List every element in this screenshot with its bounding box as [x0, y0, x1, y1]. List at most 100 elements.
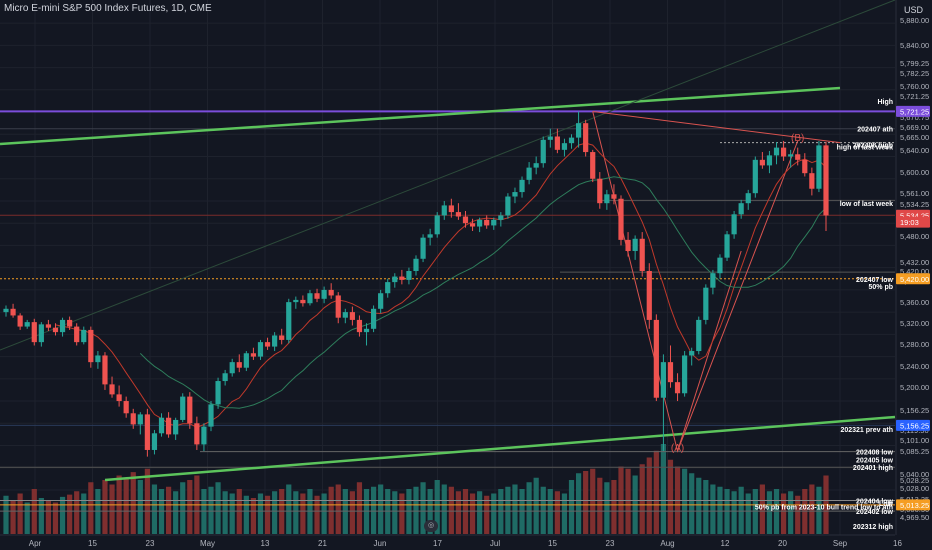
volume-bar	[561, 493, 568, 534]
candle-body	[328, 289, 334, 296]
candle-body	[674, 382, 681, 394]
candle-body	[413, 258, 419, 271]
candle-body	[187, 396, 193, 424]
tradingview-logo-icon[interactable]: ◎	[424, 520, 438, 532]
volume-bar	[243, 495, 249, 534]
volume-bar	[286, 484, 292, 534]
candle-body	[427, 234, 433, 238]
level-label: 202404 low	[856, 499, 894, 506]
candle-body	[88, 329, 94, 363]
volume-bar	[788, 491, 794, 534]
volume-bar	[554, 491, 560, 534]
volume-bar	[349, 491, 355, 534]
candle-body	[95, 355, 101, 363]
candle-body	[477, 219, 483, 227]
price-tick-label: 5,040.00	[900, 470, 929, 479]
candle-body	[547, 136, 553, 140]
level-label: high of last week	[837, 145, 894, 152]
candle-body	[667, 362, 674, 383]
volume-bar	[399, 493, 405, 534]
time-tick-label: 20	[778, 539, 787, 548]
price-tick-label: 5,640.00	[900, 146, 929, 155]
volume-bar	[264, 495, 271, 534]
candle-body	[24, 322, 30, 327]
candle-body	[724, 234, 730, 258]
volume-bar	[272, 491, 278, 534]
candle-body	[816, 145, 822, 189]
candle-body	[795, 154, 801, 160]
candle-body	[17, 315, 23, 327]
candle-body	[264, 342, 271, 347]
candle-body	[173, 419, 179, 435]
volume-bar	[646, 457, 652, 534]
candle-body	[236, 362, 242, 368]
candle-body	[300, 299, 306, 304]
candle-body	[809, 173, 815, 189]
volume-bar	[420, 482, 426, 534]
candle-body	[392, 276, 398, 283]
volume-bar	[17, 493, 23, 534]
price-tick-label: 5,320.00	[900, 319, 929, 328]
price-tick-label: 4,969.50	[900, 513, 929, 522]
candle-body	[130, 413, 136, 425]
level-label: 50% pb	[868, 284, 893, 291]
candle-body	[802, 159, 808, 174]
candle-body	[575, 123, 582, 138]
candle-body	[554, 136, 560, 150]
candle-body	[625, 239, 631, 251]
volume-bar	[780, 493, 787, 534]
candle-body	[653, 319, 659, 398]
volume-bar	[441, 484, 447, 534]
candle-body	[788, 154, 794, 157]
volume-bar	[378, 484, 384, 534]
trendline-upper	[0, 86, 841, 146]
level-label: 202312 high	[853, 524, 893, 531]
price-tick-label: 5,360.00	[900, 298, 929, 307]
level-label: low of last week	[840, 201, 893, 208]
candle-body	[752, 159, 758, 194]
time-tick-label: 12	[721, 539, 730, 548]
candle-body	[250, 353, 257, 357]
price-axis[interactable]: 5,880.00 5,840.00 5,799.255,782.25 5,760.00…	[895, 0, 932, 550]
volume-bar	[512, 484, 518, 534]
candle-body	[52, 327, 59, 333]
candle-body	[780, 147, 787, 157]
candle-body	[561, 143, 568, 150]
volume-bar	[88, 482, 94, 534]
volume-bar	[67, 494, 73, 534]
candle-body	[293, 299, 299, 303]
candle-body	[462, 216, 469, 224]
time-tick-label: Jul	[490, 539, 500, 548]
volume-bar	[717, 486, 723, 534]
volume-bar	[745, 493, 751, 534]
candle-body	[158, 417, 165, 434]
price-tick-label: 5,534.25	[900, 200, 929, 209]
currency-label[interactable]: USD	[904, 5, 924, 15]
candle-body	[738, 203, 744, 215]
candle-body	[597, 178, 603, 204]
time-axis[interactable]: Apr 15 23 May 13 21 Jun 17 Jul 15 23 Aug 12 20 Sep 16	[0, 534, 902, 548]
price-tick-label: 5,840.00	[900, 41, 929, 50]
time-tick-label: 15	[88, 539, 97, 548]
candle-body	[505, 196, 511, 216]
volume-bar	[250, 498, 257, 534]
candle-body	[335, 295, 341, 318]
candle-body	[257, 342, 264, 357]
volume-bar	[81, 493, 87, 534]
volume-bar	[731, 491, 737, 534]
candle-body	[370, 308, 377, 329]
volume-bar	[208, 486, 214, 534]
trend-channel-line	[0, 0, 896, 351]
candle-body	[123, 401, 129, 414]
chart-grid	[0, 0, 898, 535]
volume-bar	[74, 491, 80, 534]
level-label: 202402 low	[856, 509, 894, 516]
wave-label: (B)	[791, 133, 804, 144]
price-badge-label: 5,156.25	[900, 421, 929, 430]
volume-bar	[696, 477, 702, 534]
candlesticks	[3, 111, 829, 457]
price-tick-label: 5,880.00	[900, 16, 929, 25]
price-tick-label: 5,760.00	[900, 82, 929, 91]
volume-bar	[710, 484, 716, 534]
